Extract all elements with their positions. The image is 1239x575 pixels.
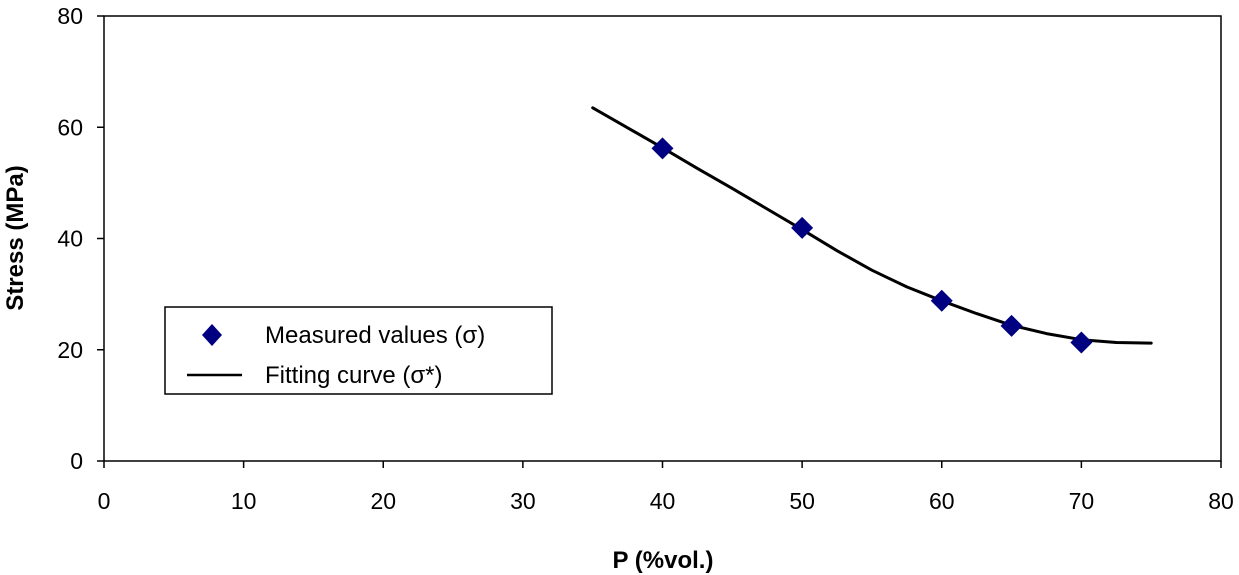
- legend-box: [164, 306, 553, 395]
- tick-labels: 0 10 20 30 40 50 60 70 80 0 20 40 60 80: [57, 3, 1233, 514]
- legend-marker-diamond: [202, 324, 222, 346]
- x-tick-label: 40: [650, 488, 676, 514]
- x-tick-label: 50: [789, 488, 815, 514]
- y-tick-label: 60: [57, 114, 83, 140]
- x-axis-title: P (%vol.): [613, 547, 714, 574]
- x-tick-label: 70: [1069, 488, 1095, 514]
- data-point-measured: [651, 137, 674, 160]
- x-tick-label: 30: [510, 488, 536, 514]
- y-axis-title: Stress (MPa): [2, 165, 29, 310]
- series: [591, 106, 1153, 354]
- series-line-fitting-curve: [591, 106, 1153, 345]
- x-tick-label: 10: [231, 488, 257, 514]
- data-point-measured: [930, 289, 953, 312]
- legend-label-measured: Measured values (σ): [265, 322, 485, 349]
- y-tick-label: 20: [57, 337, 83, 363]
- data-point-measured: [791, 216, 814, 239]
- x-tick-label: 0: [98, 488, 111, 514]
- y-tick-label: 40: [57, 226, 83, 252]
- legend-label-fitting: Fitting curve (σ*): [265, 362, 443, 389]
- data-point-measured: [1070, 331, 1093, 354]
- x-tick-label: 60: [929, 488, 955, 514]
- axes: [97, 15, 1222, 468]
- y-tick-label: 0: [70, 448, 83, 474]
- legend: Measured values (σ) Fitting curve (σ*): [164, 306, 553, 395]
- y-tick-label: 80: [57, 3, 83, 29]
- x-tick-label: 20: [370, 488, 396, 514]
- x-tick-label: 80: [1208, 488, 1234, 514]
- data-point-measured: [1000, 314, 1023, 337]
